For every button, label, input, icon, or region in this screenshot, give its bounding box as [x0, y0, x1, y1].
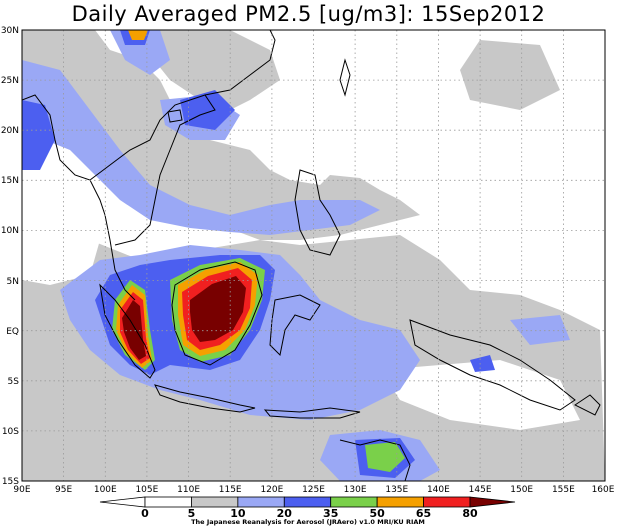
darkred-region-sumatra	[122, 300, 146, 360]
lon-tick-labels: 90E 95E 100E 105E 110E 115E 120E 125E 13…	[13, 485, 614, 495]
lon-label-105e: 105E	[135, 485, 158, 495]
colorbar-swatch	[423, 496, 471, 508]
map-grid	[22, 30, 605, 481]
colorbar-swatch	[237, 496, 285, 508]
coast-philippines	[294, 169, 341, 256]
coast-indochina	[89, 94, 216, 246]
coast-australia	[339, 439, 411, 481]
credit-text: The Japanese Reanalysis for Aerosol (JRA…	[191, 518, 425, 526]
lon-label-160e: 160E	[592, 485, 615, 495]
lat-label-20n: 20N	[1, 126, 19, 136]
colorbar-swatch	[283, 496, 332, 508]
lon-label-135e: 135E	[385, 485, 408, 495]
lon-label-125e: 125E	[302, 485, 325, 495]
green-region-australia	[365, 442, 405, 472]
colorbar-label: 80	[462, 507, 478, 520]
lightblue-region-north	[22, 60, 380, 235]
colorbar-label: 65	[416, 507, 431, 520]
lat-label-eq: EQ	[6, 327, 19, 337]
blue-region-gulf	[180, 90, 235, 130]
lon-label-145e: 145E	[469, 485, 492, 495]
map-frame	[21, 29, 606, 482]
lat-tick-labels: 30N 25N 20N 15N 10N 5N EQ 5S 10S 15S	[1, 26, 19, 487]
lat-label-15n: 15N	[1, 176, 19, 186]
colorbar-swatch	[376, 496, 424, 508]
blue-region-india	[22, 100, 55, 170]
lon-label-110e: 110E	[177, 485, 200, 495]
coast-china	[204, 30, 276, 96]
coast-sulawesi	[269, 294, 321, 357]
coast-taiwan	[339, 58, 351, 97]
colorbar-swatch	[191, 496, 239, 508]
colorbar-label: 50	[369, 507, 385, 520]
lon-label-150e: 150E	[510, 485, 533, 495]
darkred-region-borneo	[190, 276, 246, 342]
gray-region-newguinea	[400, 285, 470, 330]
colorbar-swatch	[144, 496, 192, 508]
lon-label-130e: 130E	[344, 485, 367, 495]
gray-region-china	[150, 30, 280, 115]
gray-region-pacific	[460, 40, 560, 110]
lon-label-100e: 100E	[94, 485, 117, 495]
map-title: Daily Averaged PM2.5 [ug/m3]: 15Sep2012	[71, 2, 546, 26]
lon-label-95e: 95E	[55, 485, 72, 495]
lat-label-25n: 25N	[1, 76, 19, 86]
coast-sumatra	[99, 283, 156, 379]
colorbar-label: 35	[323, 507, 338, 520]
lat-label-5n: 5N	[7, 277, 19, 287]
coast-java	[154, 384, 256, 413]
orange-region-top	[128, 30, 148, 40]
lat-label-10s: 10S	[2, 427, 19, 437]
lon-label-155e: 155E	[552, 485, 575, 495]
coast-lesser-sunda	[263, 407, 361, 419]
colorbar-label: 20	[277, 507, 293, 520]
colorbar-swatch	[330, 496, 378, 508]
white-region-indian	[22, 220, 100, 285]
colorbar: 0 5 10 20 35 50 65 80	[99, 496, 516, 520]
white-region-scs	[130, 228, 240, 252]
lon-label-115e: 115E	[219, 485, 242, 495]
colorbar-low-arrow	[99, 496, 146, 508]
coast-borneo	[171, 261, 263, 366]
lon-label-90e: 90E	[13, 485, 30, 495]
coast-new-guinea	[409, 319, 576, 411]
coast-islands-east	[574, 394, 601, 416]
colorbar-label: 10	[230, 507, 246, 520]
blue-region-east	[470, 355, 495, 372]
coast-hainan	[167, 109, 183, 123]
lon-label-140e: 140E	[427, 485, 450, 495]
lightblue-region-png	[510, 315, 570, 345]
colorbar-label: 0	[141, 507, 149, 520]
coastlines	[22, 30, 601, 481]
lon-label-120e: 120E	[260, 485, 283, 495]
lat-label-10n: 10N	[1, 226, 19, 236]
gray-region-north	[22, 30, 420, 240]
lat-label-5s: 5S	[8, 377, 20, 387]
colorbar-high-arrow	[469, 496, 516, 508]
lat-label-30n: 30N	[1, 26, 19, 36]
lat-label-15s: 15S	[2, 477, 19, 487]
colorbar-label: 5	[188, 507, 196, 520]
